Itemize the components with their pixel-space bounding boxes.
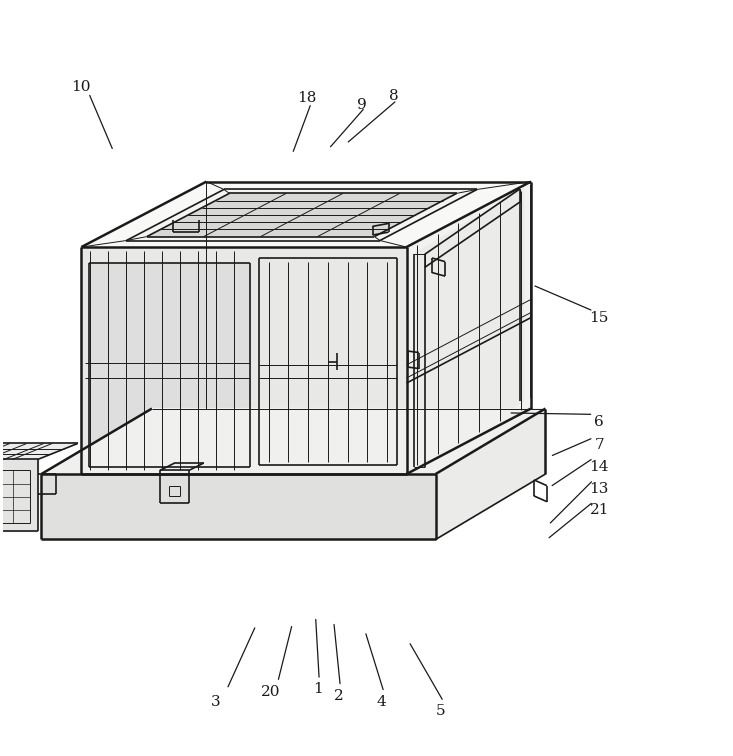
Text: 9: 9 bbox=[357, 98, 367, 112]
Text: 10: 10 bbox=[72, 80, 91, 94]
Polygon shape bbox=[81, 181, 531, 247]
Text: 6: 6 bbox=[594, 414, 604, 429]
Text: 13: 13 bbox=[589, 482, 609, 496]
Text: 2: 2 bbox=[334, 689, 344, 703]
Text: 20: 20 bbox=[261, 685, 280, 699]
Polygon shape bbox=[0, 444, 78, 460]
Polygon shape bbox=[414, 189, 523, 466]
Text: 21: 21 bbox=[589, 503, 609, 517]
Polygon shape bbox=[81, 247, 407, 474]
Text: 8: 8 bbox=[389, 88, 399, 103]
Text: 4: 4 bbox=[376, 695, 386, 708]
Text: 14: 14 bbox=[589, 460, 609, 474]
Polygon shape bbox=[435, 408, 545, 540]
Polygon shape bbox=[147, 194, 457, 237]
Text: 1: 1 bbox=[313, 683, 323, 696]
Text: 18: 18 bbox=[297, 91, 317, 105]
Polygon shape bbox=[407, 181, 531, 474]
Polygon shape bbox=[41, 408, 545, 474]
Polygon shape bbox=[126, 190, 477, 240]
Polygon shape bbox=[89, 263, 250, 466]
Text: 15: 15 bbox=[589, 311, 609, 325]
Polygon shape bbox=[41, 474, 435, 540]
Text: 7: 7 bbox=[594, 438, 604, 452]
Text: 5: 5 bbox=[436, 704, 446, 718]
Polygon shape bbox=[0, 460, 37, 531]
Text: 3: 3 bbox=[210, 695, 220, 708]
